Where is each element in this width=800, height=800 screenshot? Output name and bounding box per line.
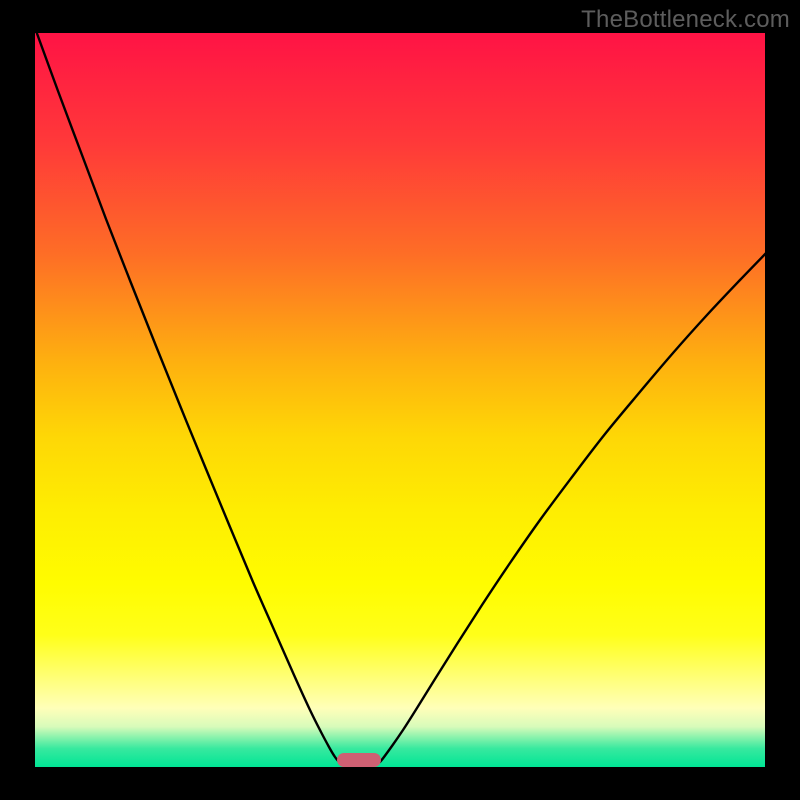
left-curve [35,28,339,762]
right-curve [380,249,770,762]
watermark-text: TheBottleneck.com [581,6,790,34]
bottleneck-curves [35,33,765,767]
plot-area [35,33,765,767]
optimal-region-marker [337,753,381,767]
